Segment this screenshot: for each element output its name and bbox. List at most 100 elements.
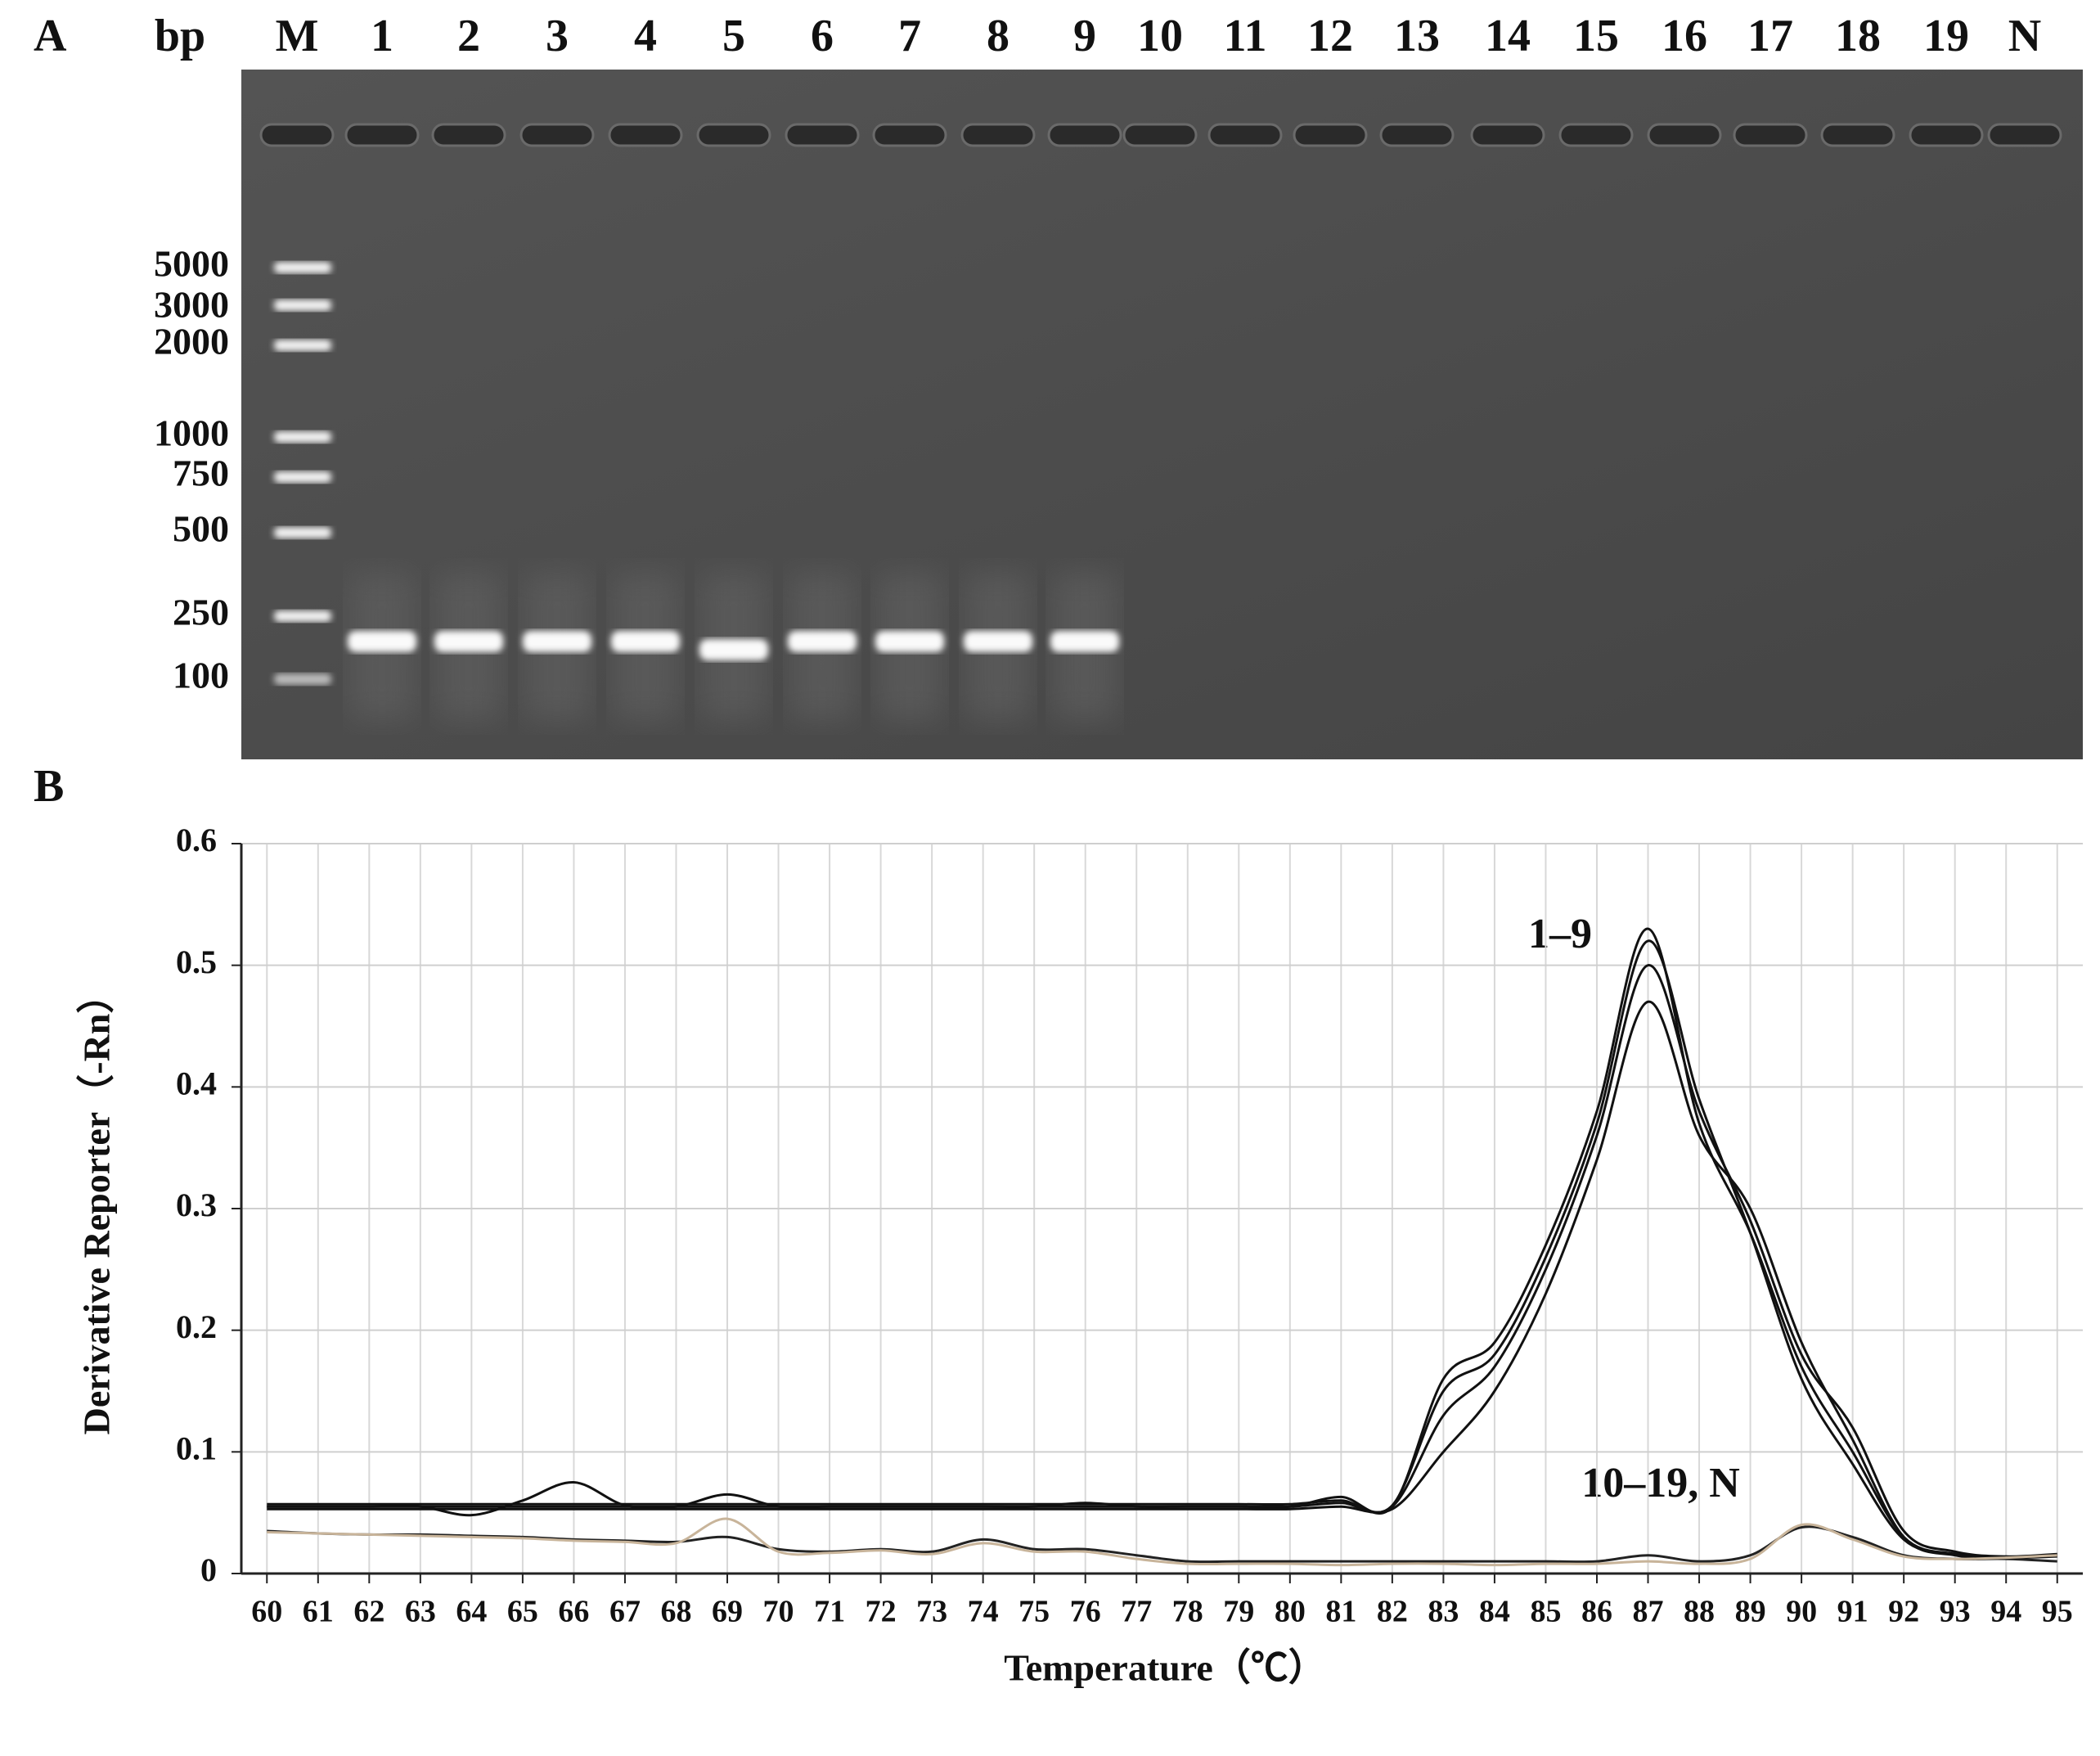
sample-band [699, 639, 768, 660]
gel-well [1558, 123, 1634, 147]
gel-well [1987, 123, 2062, 147]
melt-curve [267, 964, 2057, 1558]
x-tick-label: 95 [2042, 1595, 2073, 1629]
sample-band [523, 631, 591, 652]
x-tick-label: 72 [866, 1595, 897, 1629]
x-tick-label: 88 [1684, 1595, 1715, 1629]
lane-label: 10 [1137, 11, 1183, 61]
lane-label: 13 [1394, 11, 1440, 61]
x-tick-label: 89 [1735, 1595, 1766, 1629]
gel-well [1293, 123, 1368, 147]
gel-well [1470, 123, 1545, 147]
panel-label: A [34, 11, 67, 61]
x-tick-label: 65 [507, 1595, 538, 1629]
lane-label: 9 [1073, 11, 1096, 61]
gel-well [1122, 123, 1198, 147]
ladder-band [274, 471, 331, 483]
x-tick-label: 75 [1019, 1595, 1050, 1629]
y-tick-label: 0.3 [176, 1186, 217, 1223]
x-tick-label: 67 [609, 1595, 641, 1629]
y-tick-label: 0.5 [176, 943, 217, 980]
y-tick-label: 0.6 [176, 822, 217, 858]
lane-label: 14 [1485, 11, 1531, 61]
ladder-band [274, 673, 331, 685]
ladder-label: 750 [173, 453, 229, 494]
y-axis-label: Derivative Reporter（-Rn） [76, 976, 118, 1435]
y-tick-label: 0.4 [176, 1065, 217, 1102]
x-tick-label: 61 [303, 1595, 334, 1629]
lane-label: 1 [371, 11, 393, 61]
sample-band [434, 631, 503, 652]
ladder-band [274, 431, 331, 443]
ladder-band [274, 610, 331, 622]
x-tick-label: 90 [1786, 1595, 1817, 1629]
x-tick-label: 76 [1070, 1595, 1101, 1629]
gel-well [1047, 123, 1122, 147]
lane-label: 12 [1307, 11, 1353, 61]
gel-well [872, 123, 947, 147]
gel-well [1379, 123, 1455, 147]
melt-curve [267, 1000, 2057, 1560]
lane-label: 4 [634, 11, 657, 61]
ladder-label: 500 [173, 508, 229, 550]
x-tick-label: 78 [1172, 1595, 1203, 1629]
x-tick-label: 63 [405, 1595, 436, 1629]
lane-label: 18 [1835, 11, 1881, 61]
x-tick-label: 84 [1479, 1595, 1510, 1629]
lane-label: N [2008, 11, 2041, 61]
gel-well [1207, 123, 1283, 147]
x-tick-label: 71 [814, 1595, 845, 1629]
lane-label: 16 [1662, 11, 1707, 61]
ladder-label: 1000 [154, 412, 229, 454]
sample-band [348, 631, 416, 652]
x-tick-label: 87 [1633, 1595, 1664, 1629]
x-tick-label: 91 [1837, 1595, 1868, 1629]
ladder-band [274, 262, 331, 273]
ladder-band [274, 340, 331, 351]
x-tick-label: 92 [1888, 1595, 1919, 1629]
annotation: 10–19, N [1581, 1460, 1740, 1506]
sample-band [611, 631, 680, 652]
x-tick-label: 80 [1275, 1595, 1306, 1629]
lane-label: 19 [1923, 11, 1969, 61]
lane-label: 11 [1224, 11, 1267, 61]
gel-well [431, 123, 506, 147]
ladder-label: 2000 [154, 321, 229, 362]
gel-well [519, 123, 595, 147]
unit-label: bp [155, 11, 205, 61]
sample-band [964, 631, 1032, 652]
x-tick-label: 85 [1530, 1595, 1561, 1629]
x-tick-label: 69 [712, 1595, 743, 1629]
x-tick-label: 74 [968, 1595, 999, 1629]
lane-label: 5 [722, 11, 745, 61]
x-tick-label: 60 [251, 1595, 282, 1629]
x-tick-label: 93 [1940, 1595, 1971, 1629]
x-tick-label: 77 [1121, 1595, 1152, 1629]
y-tick-label: 0 [200, 1551, 217, 1588]
x-axis-label: Temperature（℃） [1004, 1647, 1326, 1689]
gel-well [1820, 123, 1895, 147]
melt-curve [267, 1517, 2057, 1567]
lane-label: 17 [1747, 11, 1793, 61]
y-tick-label: 0.2 [176, 1308, 217, 1345]
x-tick-label: 73 [916, 1595, 947, 1629]
x-tick-label: 62 [353, 1595, 384, 1629]
gel-well [960, 123, 1036, 147]
x-tick-label: 86 [1581, 1595, 1612, 1629]
ladder-label: 250 [173, 592, 229, 633]
x-tick-label: 68 [660, 1595, 691, 1629]
x-tick-label: 81 [1325, 1595, 1356, 1629]
ladder-label: 3000 [154, 284, 229, 326]
gel-well [1733, 123, 1808, 147]
gel-well [1647, 123, 1722, 147]
y-tick-label: 0.1 [176, 1430, 217, 1467]
gel-image [241, 70, 2083, 759]
lane-label: M [276, 11, 319, 61]
gel-well [1909, 123, 1984, 147]
x-tick-label: 64 [456, 1595, 487, 1629]
x-tick-label: 79 [1223, 1595, 1254, 1629]
annotation: 1–9 [1528, 911, 1592, 957]
lane-label: 7 [898, 11, 921, 61]
x-tick-label: 83 [1428, 1595, 1459, 1629]
